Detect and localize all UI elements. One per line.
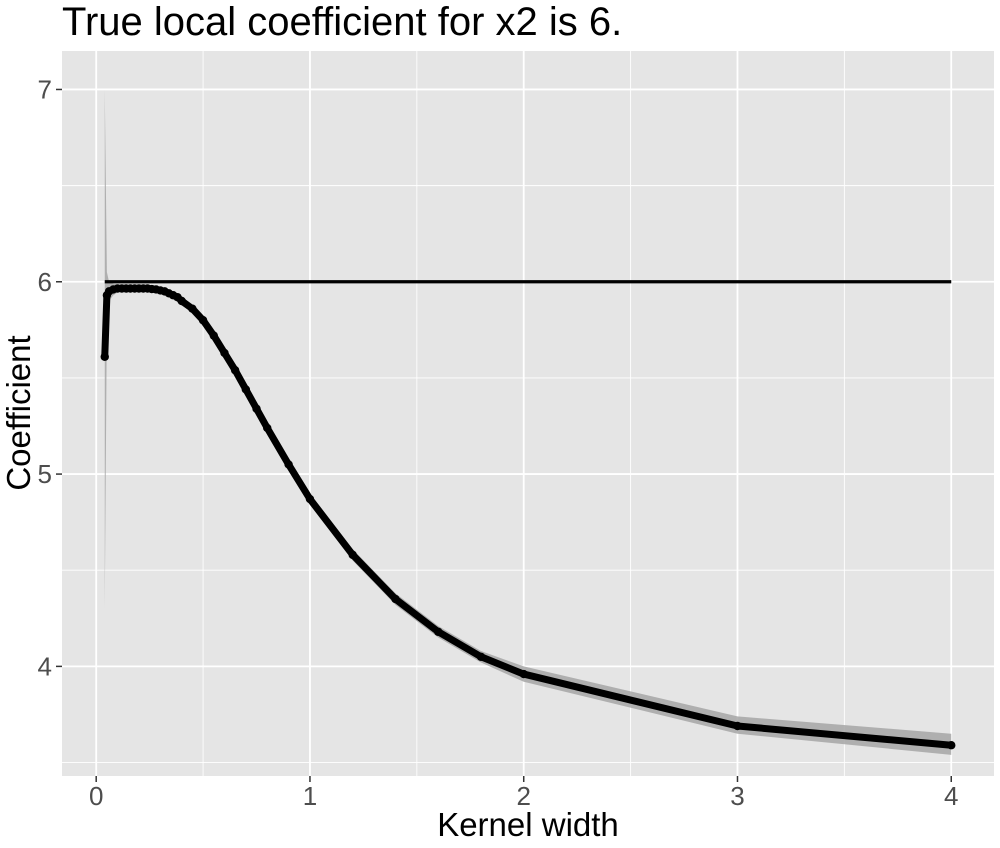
y-axis: 4 5 6 7 — [38, 74, 62, 681]
data-point — [519, 669, 528, 679]
x-axis: 0 1 2 3 4 — [89, 776, 958, 811]
y-axis-label: Coefficient — [0, 335, 37, 490]
y-tick-label: 4 — [38, 651, 52, 681]
series-points-layer — [100, 284, 956, 750]
data-point — [230, 366, 240, 375]
data-point — [100, 352, 109, 361]
data-point — [209, 331, 218, 340]
x-tick-label: 0 — [89, 781, 103, 811]
data-point — [305, 494, 315, 504]
x-tick-label: 4 — [944, 781, 958, 811]
data-point — [188, 304, 197, 313]
x-tick-label: 1 — [303, 781, 317, 811]
minor-gridlines — [62, 51, 994, 776]
data-point — [252, 404, 261, 413]
y-tick-label: 5 — [38, 459, 52, 489]
data-point — [947, 741, 956, 750]
x-axis-label: Kernel width — [437, 806, 619, 843]
data-point — [476, 652, 486, 661]
data-point — [220, 348, 229, 358]
data-point — [733, 721, 742, 731]
x-tick-label: 3 — [730, 781, 744, 811]
chart-title: True local coefficient for x2 is 6. — [62, 0, 622, 44]
data-point — [177, 296, 186, 306]
y-tick-label: 6 — [38, 267, 52, 297]
data-point — [284, 460, 293, 469]
data-point — [198, 316, 208, 325]
x-tick-label: 2 — [516, 781, 530, 811]
data-point — [434, 627, 443, 636]
data-point — [263, 423, 272, 433]
plot-panel — [62, 51, 994, 776]
y-tick-label: 7 — [38, 74, 52, 104]
data-point — [241, 385, 251, 394]
data-point — [391, 594, 400, 604]
data-point — [348, 550, 357, 560]
